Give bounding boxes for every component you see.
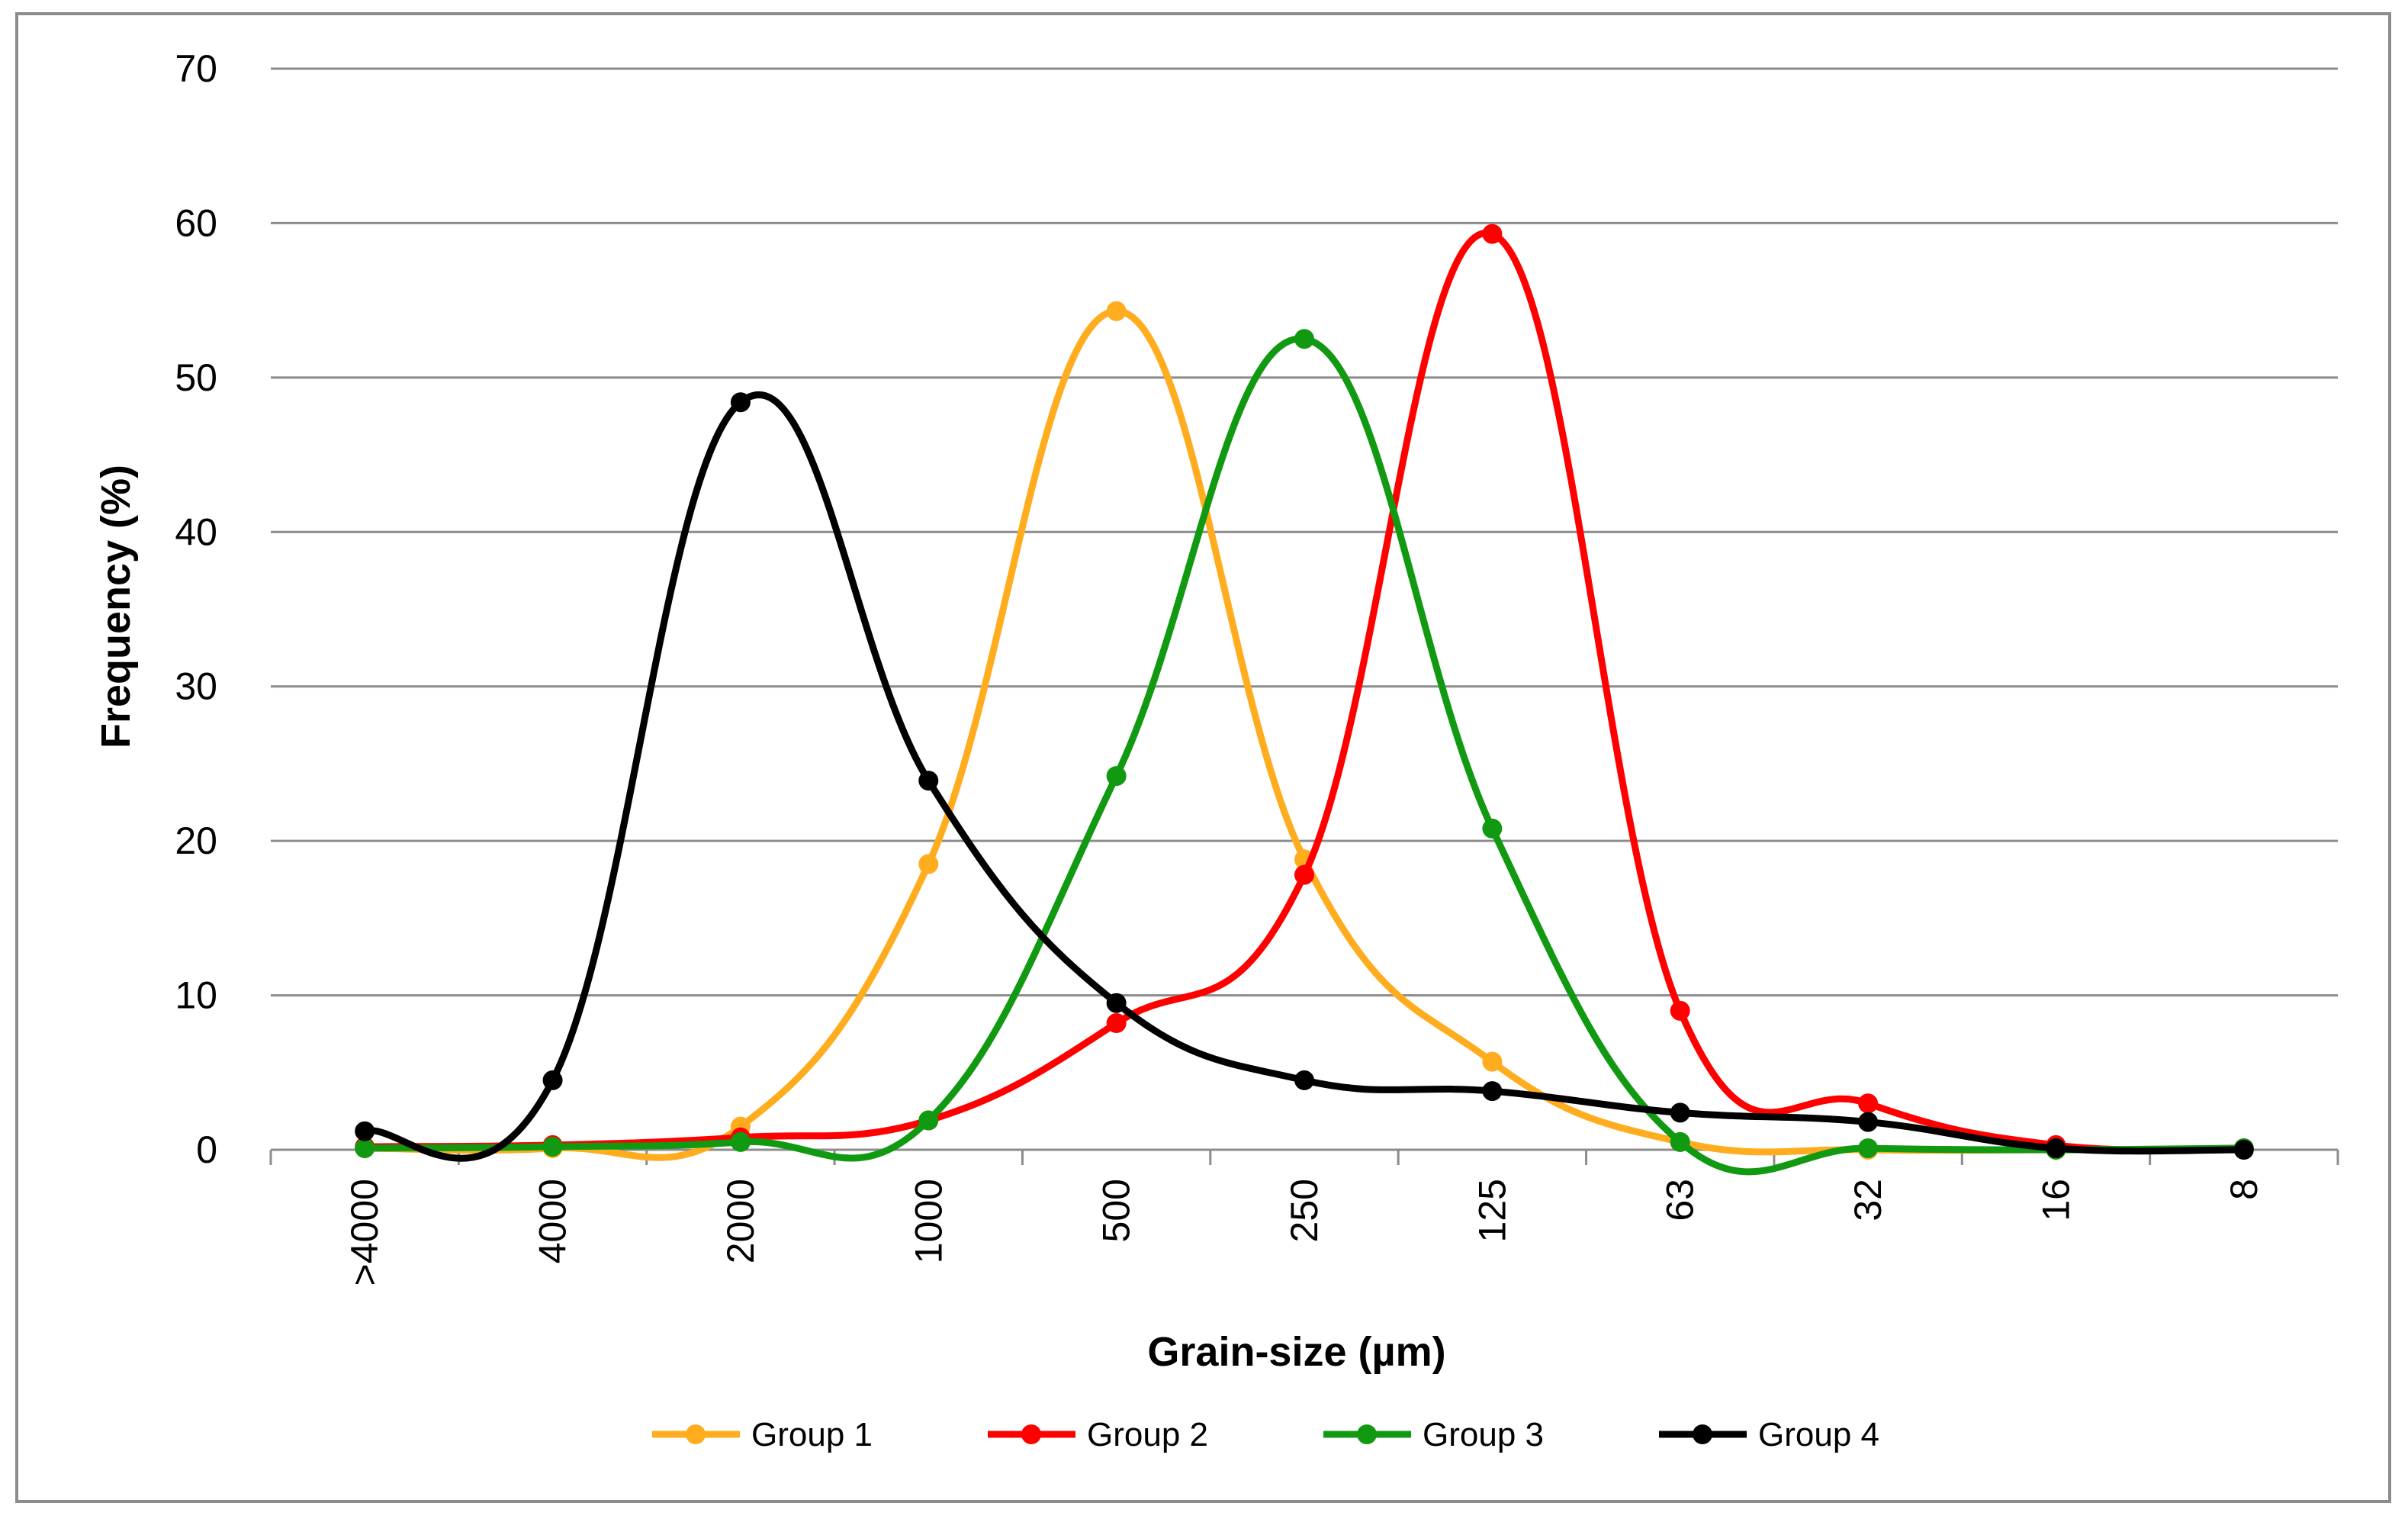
legend-item-1: Group 1 bbox=[652, 1416, 873, 1453]
y-tick-label: 0 bbox=[196, 1128, 217, 1171]
series-line-1 bbox=[361, 307, 2248, 1161]
x-tick-label: 16 bbox=[2034, 1179, 2077, 1221]
x-tick-label: 125 bbox=[1471, 1179, 1513, 1242]
data-point bbox=[730, 392, 751, 413]
x-tick-label: 250 bbox=[1283, 1179, 1326, 1242]
chart-frame bbox=[15, 12, 2391, 1503]
x-tick-label: 2000 bbox=[719, 1179, 762, 1263]
series-4 bbox=[355, 391, 2254, 1162]
x-tick-label: 1000 bbox=[907, 1179, 950, 1263]
data-point bbox=[1106, 301, 1127, 321]
data-point bbox=[918, 771, 939, 791]
data-point bbox=[918, 1110, 939, 1131]
legend-item-4: Group 4 bbox=[1659, 1416, 1879, 1453]
y-tick-label: 30 bbox=[175, 665, 217, 708]
legend-swatch-marker bbox=[1693, 1424, 1712, 1444]
data-point bbox=[2046, 1138, 2066, 1158]
data-point bbox=[1106, 766, 1127, 787]
data-point bbox=[1858, 1138, 1879, 1158]
y-axis-title: Frequency (%) bbox=[93, 465, 139, 748]
x-tick-label: 8 bbox=[2223, 1179, 2265, 1200]
data-point bbox=[1294, 1070, 1314, 1090]
data-point bbox=[1670, 1102, 1690, 1123]
data-point bbox=[1482, 818, 1503, 838]
data-point bbox=[1294, 864, 1314, 885]
series-lines bbox=[355, 224, 2254, 1176]
data-point bbox=[1106, 993, 1127, 1013]
series-2 bbox=[355, 224, 2254, 1158]
data-point bbox=[1670, 1131, 1690, 1152]
data-point bbox=[542, 1070, 563, 1090]
y-tick-label: 50 bbox=[175, 356, 217, 399]
legend-swatch-marker bbox=[1021, 1424, 1041, 1444]
x-tick-label: >4000 bbox=[343, 1179, 386, 1286]
y-tick-label: 10 bbox=[175, 974, 217, 1017]
data-point bbox=[355, 1121, 375, 1141]
gridlines bbox=[271, 67, 2338, 997]
data-point bbox=[1858, 1093, 1879, 1114]
y-tick-label: 20 bbox=[175, 819, 217, 862]
series-line-2 bbox=[361, 229, 2248, 1154]
axis-labels: Grain-size (µm) Frequency (%) 0 10 20 30 40 5… bbox=[93, 47, 2265, 1375]
data-point bbox=[542, 1136, 563, 1157]
x-tick-label: 32 bbox=[1847, 1179, 1889, 1221]
series-line-4 bbox=[361, 391, 2248, 1162]
x-tick-label: 63 bbox=[1659, 1179, 1702, 1221]
data-point bbox=[1482, 1081, 1503, 1102]
legend-item-2: Group 2 bbox=[988, 1416, 1208, 1453]
legend-item-3: Group 3 bbox=[1323, 1416, 1544, 1453]
series-line-3 bbox=[361, 335, 2248, 1176]
data-point bbox=[1482, 1051, 1503, 1072]
legend-label: Group 3 bbox=[1423, 1416, 1544, 1453]
legend-swatch-marker bbox=[686, 1424, 706, 1444]
y-tick-label: 40 bbox=[175, 510, 217, 553]
data-point bbox=[730, 1131, 751, 1152]
y-tick-label: 70 bbox=[175, 47, 217, 90]
data-point bbox=[1106, 1013, 1127, 1034]
legend-label: Group 2 bbox=[1087, 1416, 1208, 1453]
legend-label: Group 4 bbox=[1758, 1416, 1879, 1453]
data-point bbox=[1670, 1000, 1690, 1021]
data-point bbox=[1858, 1112, 1879, 1132]
legend: Group 1 Group 2 Group 3 Group 4 bbox=[652, 1416, 1879, 1453]
x-axis-title: Grain-size (µm) bbox=[1147, 1329, 1445, 1375]
data-point bbox=[355, 1138, 375, 1158]
y-tick-label: 60 bbox=[175, 201, 217, 244]
data-point bbox=[1482, 224, 1503, 244]
x-tick-label: 4000 bbox=[532, 1179, 574, 1263]
x-tick-label: 500 bbox=[1095, 1179, 1138, 1242]
data-point bbox=[2233, 1140, 2254, 1160]
data-point bbox=[1294, 329, 1314, 349]
legend-label: Group 1 bbox=[751, 1416, 873, 1453]
data-point bbox=[918, 854, 939, 874]
legend-swatch-marker bbox=[1357, 1424, 1377, 1444]
